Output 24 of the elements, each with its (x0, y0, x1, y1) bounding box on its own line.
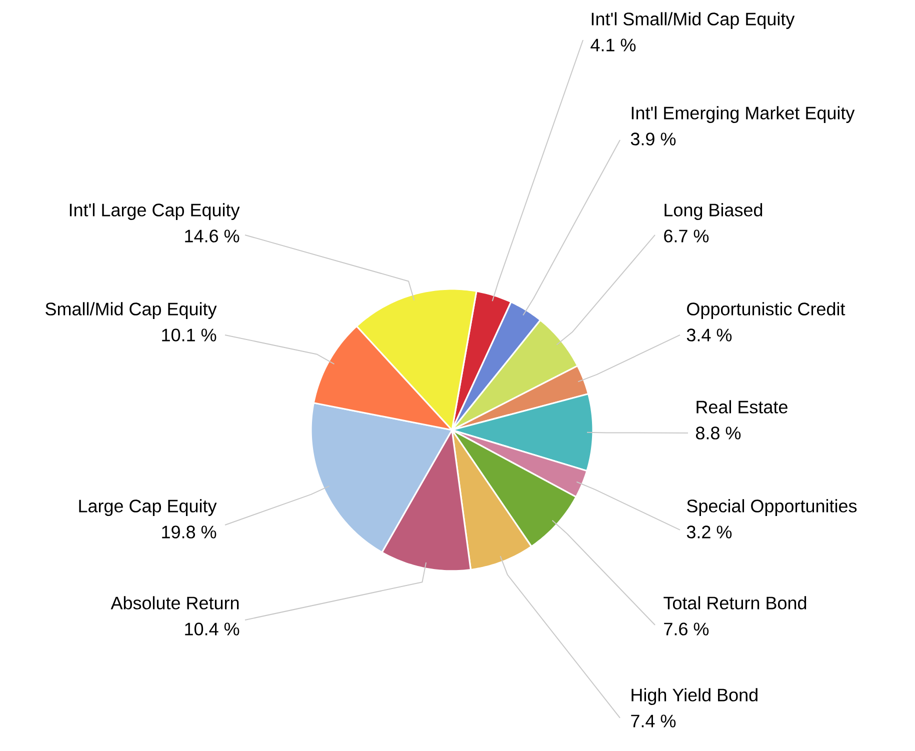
data-label: 3.9 % (630, 132, 676, 146)
slice-label: Special Opportunities (687, 499, 857, 516)
data-label: 14.6 % (185, 230, 240, 242)
slice-label: Int'l Emerging Market Equity (632, 106, 855, 123)
slice-label: Total Return Bond (664, 596, 806, 610)
slice-label: High Yield Bond (632, 688, 758, 705)
slice-label: Opportunistic Credit (687, 302, 846, 319)
data-label: 3.4 % (686, 328, 732, 342)
data-label: 7.4 % (631, 714, 676, 728)
slice-label: Long Biased (664, 203, 762, 220)
data-label: 8.8 % (696, 426, 741, 440)
data-label: 19.8 % (162, 526, 216, 538)
slice-label: Absolute Return (110, 596, 239, 610)
data-label: 10.4 % (185, 622, 240, 636)
slice-label: Int'l Small/Mid Cap Equity (592, 12, 795, 29)
data-label: 7.6 % (664, 622, 709, 636)
slice-label: Large Cap Equity (79, 499, 217, 516)
slice-label: Real Estate (696, 400, 788, 414)
slice-label: Int'l Large Cap Equity (70, 203, 240, 220)
data-label: 4.1 % (590, 38, 636, 52)
slice-label: Small/Mid Cap Equity (46, 302, 217, 319)
data-label: 10.1 % (162, 328, 216, 342)
data-label: 3.2 % (686, 526, 732, 538)
data-label: 6.7 % (664, 230, 709, 242)
